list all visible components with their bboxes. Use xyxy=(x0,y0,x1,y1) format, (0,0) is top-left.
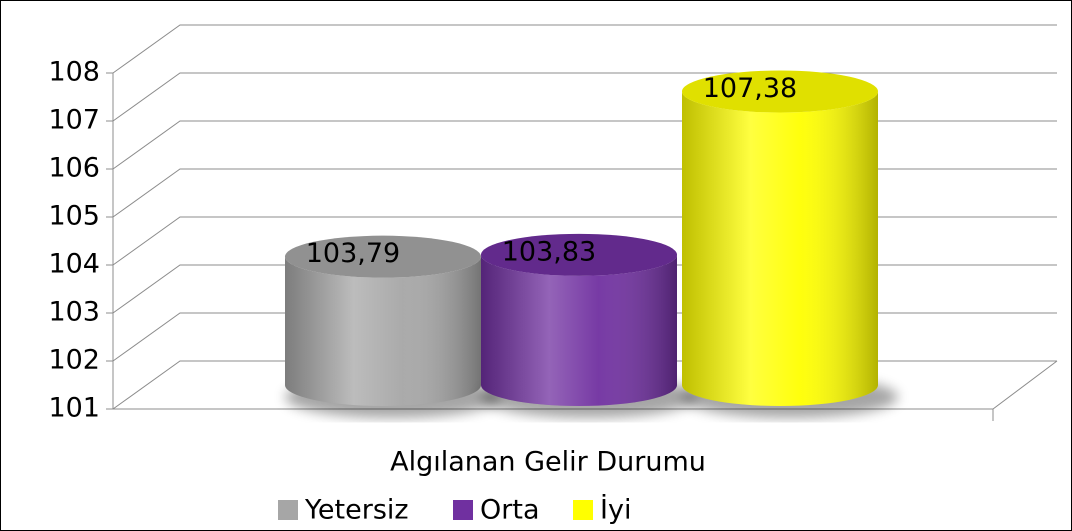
cylinder-shade xyxy=(481,254,677,406)
y-tick-label: 107 xyxy=(48,105,100,136)
plot: 103,79 103,83 107,38 xyxy=(285,70,898,418)
cylinder-top xyxy=(285,235,481,278)
x-axis-category: Algılanan Gelir Durumu xyxy=(390,447,706,478)
cylinder-shade xyxy=(682,91,878,407)
cylinder-shade xyxy=(285,256,481,406)
legend-swatch xyxy=(278,500,298,520)
y-tick-label: 103 xyxy=(48,297,100,328)
y-tick-label: 106 xyxy=(48,153,100,184)
data-label: 107,38 xyxy=(703,73,797,104)
cylinder-top xyxy=(682,70,878,113)
legend-swatch xyxy=(573,500,593,520)
cylinder-top xyxy=(481,233,677,276)
cylinder-top-shade xyxy=(481,233,677,276)
legend-swatch xyxy=(453,500,473,520)
grid-line xyxy=(112,24,1057,74)
legend-label: Yetersiz xyxy=(304,495,409,526)
legend: Yetersiz Orta İyi xyxy=(278,494,631,526)
cylinder-top-shade xyxy=(682,70,878,113)
grid: 101 102 103 104 105 106 107 108 xyxy=(48,24,1058,424)
y-tick-label: 105 xyxy=(48,201,100,232)
legend-label: İyi xyxy=(600,494,631,526)
y-tick-label: 102 xyxy=(48,345,100,376)
data-label: 103,79 xyxy=(306,238,400,269)
data-label: 103,83 xyxy=(502,236,596,267)
y-tick-label: 108 xyxy=(48,57,100,88)
y-tick-label: 101 xyxy=(48,393,100,424)
y-tick-label: 104 xyxy=(48,249,100,280)
legend-label: Orta xyxy=(480,495,539,526)
cylinder-top-shade xyxy=(285,235,481,278)
